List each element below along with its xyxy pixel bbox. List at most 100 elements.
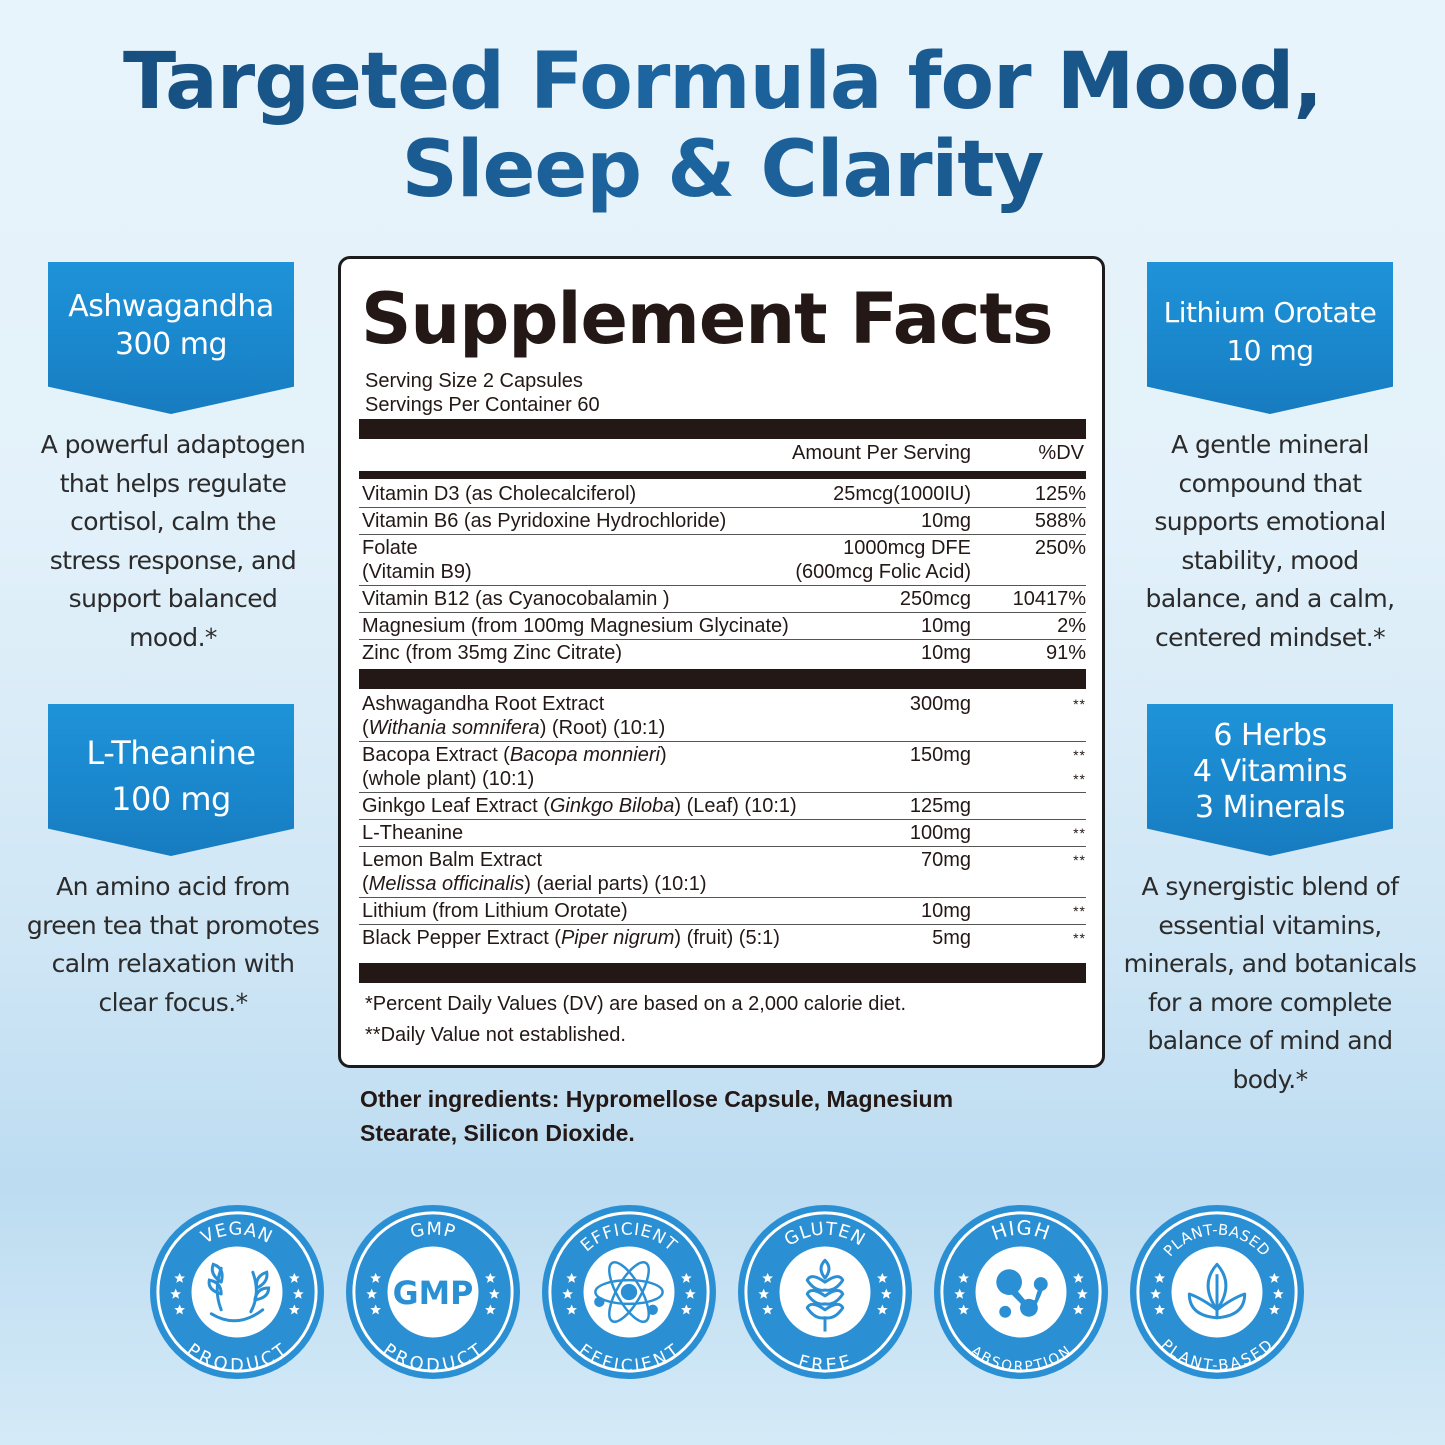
- banner-line: 100 mg: [111, 780, 231, 818]
- table-row: Folate (Vitamin B9) 1000mcg DFE (600mcg …: [359, 535, 1086, 586]
- description-line: A powerful adaptogen: [40, 430, 306, 459]
- text: ) (fruit) (5:1): [674, 927, 780, 949]
- ingredient-name: Vitamin B12 (as Cyanocobalamin ): [362, 588, 670, 610]
- title-line-1: Targeted Formula for Mood,: [122, 37, 1323, 127]
- table-row: Vitamin D3 (as Cholecalciferol) 25mcg(10…: [359, 481, 1086, 508]
- other-ingredients-line: Stearate, Silicon Dioxide.: [360, 1120, 635, 1146]
- servings-per-container: Servings Per Container 60: [365, 394, 600, 416]
- badge-row: VEGAN PRODUCT GMP PRODUCT GMP EFFICIENT …: [148, 1203, 1308, 1383]
- text: ) (aerial parts) (10:1): [524, 873, 707, 895]
- ingredient-name: L-Theanine: [362, 822, 464, 844]
- text: Ginkgo Leaf Extract (: [362, 795, 550, 817]
- description-line: green tea that promotes: [26, 910, 320, 940]
- gluten-free-badge: GLUTEN FREE: [737, 1204, 913, 1380]
- latin-name: Piper nigrum: [560, 927, 675, 949]
- gmp-icon: GMP: [393, 1276, 474, 1312]
- ingredient-dv: **: [1073, 903, 1086, 919]
- ingredient-dv: **: [1073, 852, 1086, 868]
- description-line: A gentle mineral: [1171, 430, 1369, 459]
- table-row: Zinc (from 35mg Zinc Citrate) 10mg 91%: [359, 640, 1086, 666]
- description-line: centered mindset.*: [1155, 622, 1386, 652]
- page-title: Targeted Formula for Mood, Sleep & Clari…: [0, 38, 1445, 214]
- ingredient-amount: 10mg: [920, 642, 971, 664]
- text: ) (Leaf) (10:1): [674, 795, 797, 817]
- supplement-facts-heading: Supplement Facts: [361, 278, 1054, 360]
- lithium-orotate-description: A gentle mineral compound that supports …: [1115, 426, 1425, 657]
- medium-divider: [359, 471, 1086, 479]
- description-line: clear focus.*: [98, 987, 249, 1017]
- atom-icon: [594, 1261, 664, 1323]
- ashwagandha-description: A powerful adaptogen that helps regulate…: [18, 426, 328, 657]
- molecule-icon: [996, 1269, 1048, 1318]
- description-line: compound that: [1178, 468, 1362, 498]
- ingredient-dv: **: [1073, 930, 1086, 946]
- ingredient-amount: 25mcg(1000IU): [833, 483, 971, 505]
- banner-line: Ashwagandha: [68, 289, 274, 324]
- ingredient-name-secondary: (Withania somnifera) (Root) (10:1): [362, 716, 842, 740]
- description-line: minerals, and botanicals: [1123, 949, 1417, 978]
- wheat-icon: [805, 1258, 845, 1332]
- vegan-product-badge: VEGAN PRODUCT: [149, 1204, 325, 1380]
- description-line: A synergistic blend of: [1141, 872, 1400, 901]
- banner-line: 6 Herbs: [1213, 718, 1327, 753]
- thick-divider: [359, 669, 1086, 689]
- ingredient-amount: 10mg: [920, 900, 971, 922]
- plant-icon: [1187, 1262, 1247, 1320]
- footnote-not-established: **Daily Value not established.: [365, 1024, 626, 1046]
- latin-name: Bacopa monnieri: [509, 744, 660, 766]
- ingredient-name-secondary: (whole plant) (10:1): [362, 768, 535, 790]
- title-line-2: Sleep & Clarity: [401, 125, 1044, 215]
- table-row: Vitamin B12 (as Cyanocobalamin ) 250mcg …: [359, 586, 1086, 613]
- banner-line: 300 mg: [114, 327, 228, 362]
- text: ) (Root) (10:1): [539, 717, 666, 739]
- text: ): [659, 744, 667, 766]
- column-header: Amount Per Serving %DV: [359, 442, 1086, 468]
- badge-top-text: GMP: [408, 1218, 457, 1243]
- ingredient-name: Magnesium (from 100mg Magnesium Glycinat…: [362, 615, 789, 637]
- ingredient-dv: 250%: [1034, 537, 1086, 559]
- description-line: essential vitamins,: [1158, 910, 1382, 940]
- latin-name: Withania somnifera: [368, 717, 540, 739]
- ingredient-name: Ashwagandha Root Extract: [362, 693, 605, 715]
- table-row: Lemon Balm Extract (Melissa officinalis)…: [359, 847, 1086, 898]
- ingredient-dv: **: [1073, 825, 1086, 841]
- ingredient-dv: **: [1073, 696, 1086, 712]
- table-row: Magnesium (from 100mg Magnesium Glycinat…: [359, 613, 1086, 640]
- dv-header: %DV: [1038, 442, 1084, 464]
- latin-name: Ginkgo Biloba: [549, 795, 675, 817]
- herbs-vitamins-minerals-banner: 6 Herbs 4 Vitamins 3 Minerals: [1147, 704, 1393, 856]
- ingredient-dv: **: [1073, 747, 1086, 763]
- ingredient-amount: 125mg: [909, 795, 971, 817]
- text: (: [362, 873, 369, 895]
- ingredient-amount: 250mcg: [899, 588, 971, 610]
- ashwagandha-banner: Ashwagandha 300 mg: [48, 262, 294, 414]
- description-line: mood.*: [129, 622, 217, 652]
- table-row: Ashwagandha Root Extract (Withania somni…: [359, 691, 1086, 742]
- ingredient-name: Bacopa Extract (Bacopa monnieri): [362, 743, 842, 767]
- text: Bacopa Extract (: [362, 744, 510, 766]
- ingredient-name-secondary: (Vitamin B9): [362, 561, 472, 583]
- banner-line: 3 Minerals: [1195, 790, 1346, 825]
- ingredient-name-secondary: (Melissa officinalis) (aerial parts) (10…: [362, 872, 842, 896]
- banner-line: 10 mg: [1226, 334, 1314, 367]
- description-line: supports emotional: [1154, 507, 1386, 536]
- table-row: Vitamin B6 (as Pyridoxine Hydrochloride)…: [359, 508, 1086, 535]
- table-row: Lithium (from Lithium Orotate) 10mg **: [359, 898, 1086, 925]
- banner-line: 4 Vitamins: [1192, 754, 1348, 789]
- description-line: body.*: [1232, 1064, 1308, 1094]
- description-line: for a more complete: [1148, 987, 1392, 1017]
- svg-text:GMP: GMP: [408, 1218, 458, 1243]
- ingredient-amount: 10mg: [920, 510, 971, 532]
- description-line: balance of mind and: [1147, 1026, 1393, 1055]
- description-line: support balanced: [68, 584, 278, 613]
- serving-info: Serving Size 2 Capsules Servings Per Con…: [365, 369, 600, 417]
- text: (: [362, 717, 369, 739]
- ingredient-name: Vitamin B6 (as Pyridoxine Hydrochloride): [362, 510, 727, 532]
- plant-based-badge: PLANT-BASED PLANT-BASED: [1129, 1204, 1305, 1380]
- lithium-orotate-banner: Lithium Orotate 10 mg: [1147, 262, 1393, 414]
- thick-divider: [359, 963, 1086, 983]
- description-line: that helps regulate: [59, 468, 287, 498]
- table-row: Bacopa Extract (Bacopa monnieri) (whole …: [359, 742, 1086, 793]
- l-theanine-banner: L-Theanine 100 mg: [48, 704, 294, 856]
- table-row: Ginkgo Leaf Extract (Ginkgo Biloba) (Lea…: [359, 793, 1086, 820]
